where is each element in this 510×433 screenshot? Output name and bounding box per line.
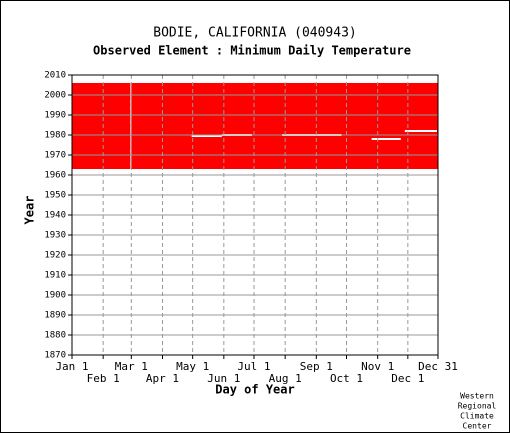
chart-title: BODIE, CALIFORNIA (040943) <box>153 26 357 41</box>
x-tick-label: Sep 1 <box>300 360 333 373</box>
x-tick-label: Jun 1 <box>207 372 240 385</box>
y-tick-label: 2010 <box>44 71 66 81</box>
credit: Western <box>460 392 494 401</box>
y-tick-label: 1910 <box>44 271 66 281</box>
missing-data <box>130 83 132 169</box>
x-tick-label: Apr 1 <box>146 372 179 385</box>
missing-data <box>191 135 222 137</box>
plot-border <box>71 74 439 356</box>
x-tick-label: Oct 1 <box>330 372 363 385</box>
x-tick-label: Jan 1 <box>55 360 88 373</box>
credit: Center <box>463 422 492 431</box>
credit: Climate <box>460 412 494 421</box>
x-tick-label: Aug 1 <box>269 372 302 385</box>
y-tick-label: 1950 <box>44 191 66 201</box>
chart-subtitle: Observed Element : Minimum Daily Tempera… <box>93 44 411 58</box>
y-tick-label: 1980 <box>44 131 66 141</box>
y-tick-label: 1870 <box>44 351 66 361</box>
y-tick-label: 1900 <box>44 291 66 301</box>
x-axis-label: Day of Year <box>215 383 294 397</box>
missing-data <box>371 138 401 140</box>
y-tick-label: 1940 <box>44 211 66 221</box>
x-tick-label: May 1 <box>176 360 209 373</box>
x-tick-label: Mar 1 <box>115 360 148 373</box>
y-tick-label: 2000 <box>44 91 66 101</box>
y-axis-label: Year <box>23 196 37 225</box>
x-tick-label: Nov 1 <box>361 360 394 373</box>
missing-data <box>404 130 437 132</box>
y-tick-label: 1990 <box>44 111 66 121</box>
credit: Regional <box>458 402 497 411</box>
y-tick-label: 1880 <box>44 331 66 341</box>
x-tick-label: Dec 31 <box>418 360 458 373</box>
x-tick-label: Feb 1 <box>87 372 120 385</box>
y-tick-label: 1930 <box>44 231 66 241</box>
data-coverage <box>72 83 438 169</box>
x-tick-label: Jul 1 <box>237 360 270 373</box>
y-tick-label: 1920 <box>44 251 66 261</box>
y-tick-label: 1890 <box>44 311 66 321</box>
y-tick-label: 1960 <box>44 171 66 181</box>
y-tick-label: 1970 <box>44 151 66 161</box>
x-tick-label: Dec 1 <box>391 372 424 385</box>
